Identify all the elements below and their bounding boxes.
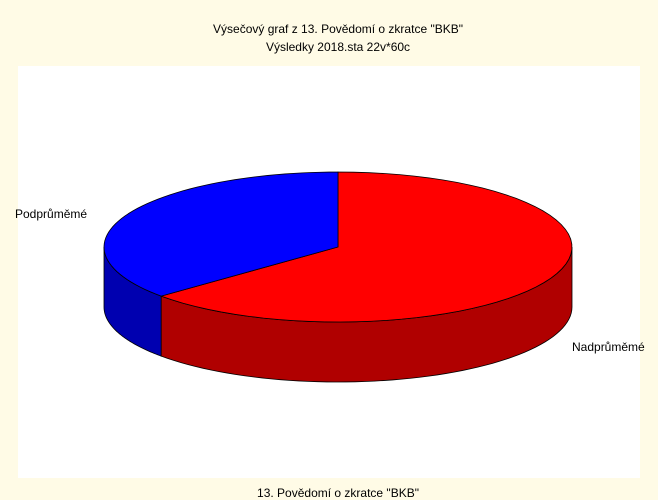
- slice: [103, 171, 339, 297]
- slice-label: Nadprůměmé: [572, 340, 645, 354]
- slice: [159, 171, 573, 323]
- x-axis-label: 13. Povědomí o zkratce "BKB": [257, 486, 419, 500]
- slice-label: Podprůměmé: [15, 207, 87, 221]
- chart-title: Výsečový graf z 13. Povědomí o zkratce "…: [213, 22, 463, 36]
- chart-subtitle: Výsledky 2018.sta 22v*60c: [266, 40, 410, 54]
